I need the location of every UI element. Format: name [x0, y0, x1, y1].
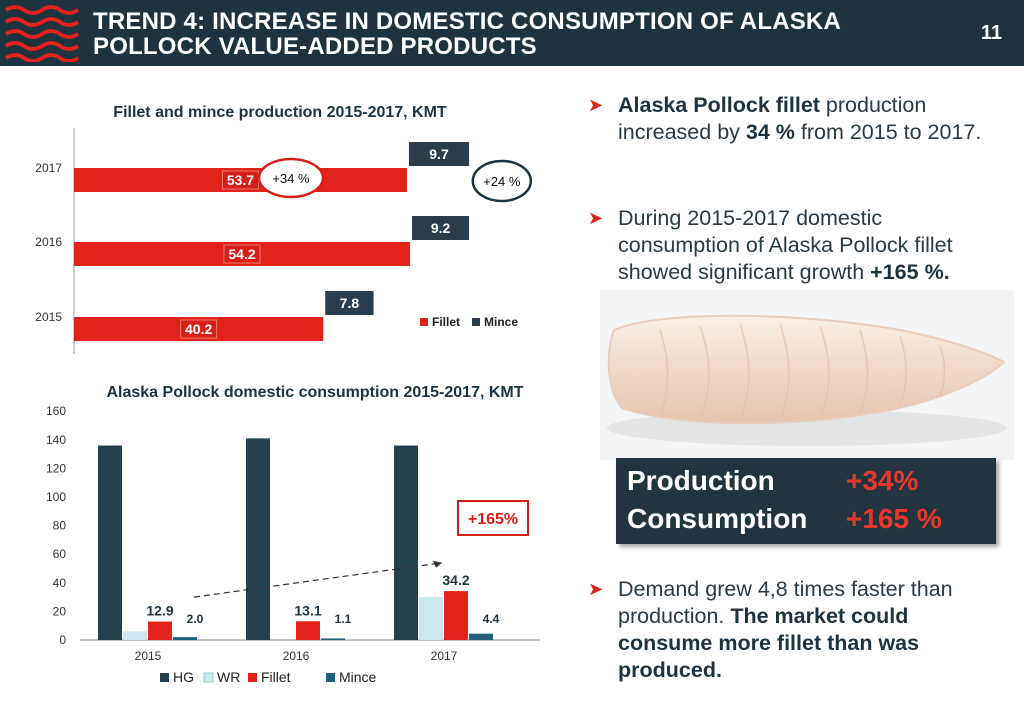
x-tick-label: 2016 — [283, 649, 310, 663]
bullet-text: During 2015-2017 domestic consumption of… — [618, 205, 1008, 286]
wr-bar — [123, 631, 147, 640]
mince-data-label: 7.8 — [340, 295, 360, 311]
bullet-text-segment: Demand grew 4,8 times faster than produc… — [618, 577, 953, 628]
hg-bar — [246, 438, 270, 640]
summary-consumption-row: Consumption — [627, 503, 807, 535]
bullet-text-segment: 34 % — [745, 120, 795, 144]
y-tick-label: 20 — [53, 604, 67, 618]
waves-logo-icon — [4, 5, 80, 62]
production-chart: 2017 53.7 9.7 2016 54.2 9.2 2015 40.2 7.8 +34 % +2… — [35, 128, 533, 354]
y-tick-label: 160 — [46, 404, 66, 418]
mince-bar — [321, 638, 345, 640]
bullet-item: ➤ During 2015-2017 domestic consumption … — [588, 205, 1008, 286]
y-tick-label: 60 — [53, 547, 67, 561]
y-tick-label: 140 — [46, 433, 66, 447]
y-tick-label: 80 — [53, 519, 67, 533]
annotation-fillet-growth: +34 % — [272, 171, 310, 186]
legend-swatch-hg — [160, 673, 169, 682]
category-tick-label: 2016 — [35, 235, 62, 249]
fillet-data-label: 12.9 — [146, 603, 173, 619]
legend-label-mince: Mince — [484, 315, 518, 329]
y-tick-label: 120 — [46, 461, 66, 475]
hg-bar — [394, 445, 418, 640]
fillet-label-box — [180, 319, 218, 339]
annotation-mince-growth: +24 % — [483, 174, 521, 189]
consumption-chart-title: Alaska Pollock domestic consumption 2015… — [106, 384, 524, 401]
legend-swatch-fillet — [248, 673, 257, 682]
category-tick-label: 2015 — [35, 310, 62, 324]
wr-bar — [419, 597, 443, 640]
production-chart-title: Fillet and mince production 2015-2017, K… — [113, 104, 447, 121]
production-label: Production — [627, 465, 775, 496]
consumption-label: Consumption — [627, 503, 808, 534]
slide-title-line-1: TREND 4: INCREASE IN DOMESTIC CONSUMPTIO… — [93, 8, 842, 35]
annotation-box — [457, 500, 529, 536]
annotation-ellipse-mince — [471, 159, 533, 203]
arrow-bullet-icon: ➤ — [588, 208, 604, 228]
bullet-text-segment: Alaska Pollock fillet — [618, 93, 820, 117]
trend-arrowhead-icon — [433, 560, 442, 568]
annotation-consumption-growth: +165% — [468, 511, 518, 528]
legend-swatch-wr — [203, 672, 214, 683]
production-value: +34% — [846, 465, 919, 496]
bullet-text: Demand grew 4,8 times faster than produc… — [618, 576, 1008, 684]
bullet-item: ➤ Alaska Pollock fillet production incre… — [588, 92, 1008, 146]
mince-data-label: 2.0 — [187, 612, 204, 626]
fillet-label-box — [223, 244, 261, 264]
summary-box: Production +34% Consumption +165 % — [616, 458, 996, 544]
bullet-text-segment: The market could consume more fillet tha… — [618, 604, 920, 682]
fish-fillet-image — [600, 290, 1014, 460]
fillet-data-label: 13.1 — [294, 602, 321, 618]
slide-title: TREND 4: INCREASE IN DOMESTIC CONSUMPTIO… — [93, 9, 953, 59]
fillet-data-label: 53.7 — [227, 172, 254, 188]
y-tick-label: 100 — [46, 490, 66, 504]
y-tick-label: 40 — [53, 576, 67, 590]
slide-title-line-2: POLLOCK VALUE-ADDED PRODUCTS — [93, 33, 537, 60]
summary-production-row: Production — [627, 465, 775, 497]
fillet-data-label: 34.2 — [442, 572, 469, 588]
mince-bar — [325, 291, 374, 315]
mince-data-label: 4.4 — [483, 612, 500, 626]
legend-label-hg: HG — [173, 669, 194, 685]
arrow-bullet-icon: ➤ — [588, 95, 604, 115]
page-number: 11 — [980, 22, 1002, 44]
mince-data-label: 1.1 — [335, 612, 352, 626]
annotation-ellipse-fillet — [257, 157, 325, 199]
mince-bar — [408, 142, 470, 166]
legend-label-mince: Mince — [339, 669, 377, 685]
slide-header: TREND 4: INCREASE IN DOMESTIC CONSUMPTIO… — [0, 0, 1024, 66]
consumption-chart: 160 140 120 100 80 60 40 20 0 2015 12.9 2.0 2016 13.1… — [46, 404, 540, 685]
bullet-text-segment: from 2015 to 2017. — [794, 120, 982, 144]
bullet-text-segment: +165 %. — [870, 260, 950, 284]
consumption-value: +165 % — [846, 503, 942, 534]
bullet-item: ➤ Demand grew 4,8 times faster than prod… — [588, 576, 1008, 684]
legend-swatch-mince — [326, 673, 335, 682]
category-tick-label: 2017 — [35, 161, 62, 175]
mince-bar — [412, 216, 470, 240]
fillet-data-label: 40.2 — [185, 321, 212, 337]
bullet-text-segment: production increased by — [618, 93, 927, 144]
bullet-text-segment: During 2015-2017 domestic consumption of… — [618, 206, 953, 284]
legend-label-fillet: Fillet — [432, 315, 460, 329]
trend-arrow-line — [193, 562, 443, 598]
legend-label-fillet: Fillet — [261, 669, 291, 685]
bullet-text: Alaska Pollock fillet production increas… — [618, 92, 1008, 146]
fillet-data-label: 54.2 — [228, 246, 255, 262]
legend-swatch-fillet — [420, 318, 428, 326]
fish-fillet-icon — [607, 314, 1007, 446]
fillet-bar — [148, 621, 172, 640]
y-tick-label: 0 — [59, 633, 66, 647]
hg-bar — [98, 445, 122, 640]
mince-bar — [173, 637, 197, 640]
mince-data-label: 9.2 — [431, 220, 451, 236]
legend-swatch-mince — [472, 318, 480, 326]
mince-bar — [469, 633, 493, 640]
x-tick-label: 2017 — [431, 649, 458, 663]
fillet-bar — [444, 591, 468, 640]
legend-label-wr: WR — [217, 669, 240, 685]
fillet-bar — [296, 621, 320, 640]
mince-data-label: 9.7 — [429, 146, 449, 162]
x-tick-label: 2015 — [135, 649, 162, 663]
arrow-bullet-icon: ➤ — [588, 579, 604, 599]
